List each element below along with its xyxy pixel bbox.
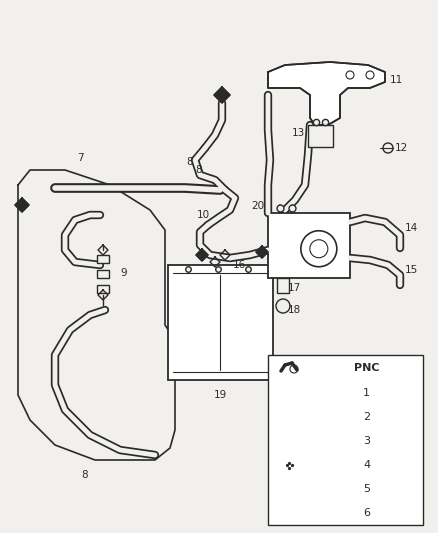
Text: 14: 14 <box>405 223 418 233</box>
Polygon shape <box>282 458 296 472</box>
Bar <box>308 125 333 147</box>
Polygon shape <box>15 198 29 212</box>
Polygon shape <box>282 482 296 496</box>
Text: 3: 3 <box>363 436 370 446</box>
Text: 10: 10 <box>197 210 210 220</box>
Text: 11: 11 <box>390 75 403 85</box>
Polygon shape <box>256 246 268 258</box>
Circle shape <box>383 143 393 153</box>
Polygon shape <box>282 434 296 448</box>
Bar <box>97 255 109 263</box>
Text: 16: 16 <box>233 260 246 270</box>
Text: 2: 2 <box>363 412 370 422</box>
Polygon shape <box>196 249 208 261</box>
Text: 17: 17 <box>288 283 301 293</box>
Polygon shape <box>268 62 385 125</box>
Polygon shape <box>282 410 296 424</box>
Polygon shape <box>282 417 296 424</box>
Text: 15: 15 <box>405 265 418 275</box>
Text: 6: 6 <box>363 508 370 518</box>
Bar <box>97 285 109 293</box>
Bar <box>168 265 273 380</box>
Text: 13: 13 <box>292 128 305 138</box>
Text: 9: 9 <box>120 268 127 278</box>
Text: 12: 12 <box>395 143 408 153</box>
Text: 8: 8 <box>187 157 193 167</box>
Bar <box>97 270 109 278</box>
Text: 18: 18 <box>288 305 301 315</box>
Text: 19: 19 <box>214 390 227 400</box>
Polygon shape <box>214 87 230 103</box>
Text: 8: 8 <box>195 165 201 175</box>
Text: 1: 1 <box>363 388 370 398</box>
Polygon shape <box>282 506 296 520</box>
Bar <box>268 355 423 525</box>
Text: 5: 5 <box>363 484 370 494</box>
Bar <box>277 278 289 293</box>
Text: 8: 8 <box>82 470 88 480</box>
Text: PNC: PNC <box>354 363 379 373</box>
Text: 7: 7 <box>77 153 83 163</box>
Text: 20: 20 <box>251 201 264 211</box>
Bar <box>268 213 350 278</box>
Text: 4: 4 <box>363 460 370 470</box>
